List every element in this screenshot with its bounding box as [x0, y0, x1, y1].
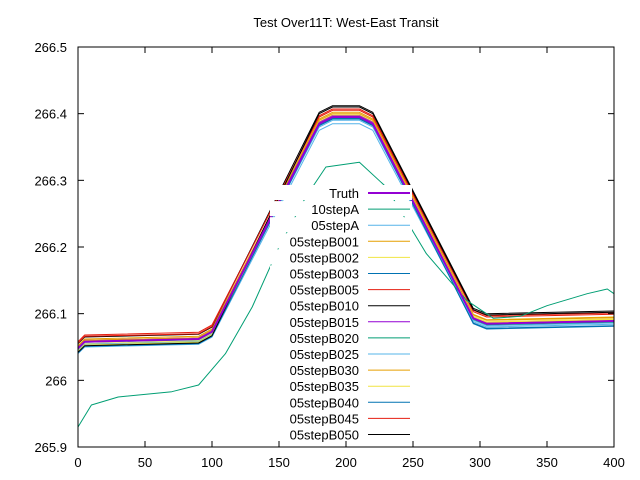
series-line-10stepa — [77, 161, 615, 428]
series-line-05stepb025 — [77, 119, 615, 352]
legend-background — [270, 410, 412, 426]
legend-background — [270, 265, 412, 281]
y-tick-label: 266.1 — [34, 307, 67, 322]
legend-label: 05stepA — [311, 218, 359, 233]
y-tick-label: 266.2 — [34, 240, 67, 255]
legend-background — [270, 281, 412, 297]
legend-label: 05stepB010 — [290, 299, 359, 314]
chart-title: Test Over11T: West-East Transit — [253, 15, 439, 30]
legend-background — [270, 426, 412, 442]
legend-label: 05stepB030 — [290, 363, 359, 378]
legend-background — [270, 329, 412, 345]
y-tick-label: 265.9 — [34, 440, 67, 455]
x-tick-label: 250 — [402, 455, 424, 470]
legend-label: 05stepB040 — [290, 395, 359, 410]
legend-label: 05stepB050 — [290, 428, 359, 443]
series-line-05stepb005 — [77, 109, 615, 343]
legend-background — [270, 249, 412, 265]
series-line-truth — [77, 116, 615, 350]
legend-background — [270, 217, 412, 233]
legend-background — [270, 201, 412, 217]
series-line-05stepa — [77, 123, 615, 355]
legend-label: 05stepB045 — [290, 411, 359, 426]
legend-background — [270, 297, 412, 313]
series-line-05stepb030 — [77, 111, 615, 348]
legend-label: 05stepB003 — [290, 267, 359, 282]
legend-background — [270, 313, 412, 329]
x-tick-label: 350 — [536, 455, 558, 470]
x-tick-label: 150 — [268, 455, 290, 470]
legend-label: 10stepA — [311, 202, 359, 217]
legend-background — [270, 378, 412, 394]
x-tick-label: 200 — [335, 455, 357, 470]
series-line-05stepb040 — [77, 117, 615, 354]
legend-label: 05stepB020 — [290, 331, 359, 346]
series-line-05stepb010 — [77, 105, 615, 345]
legend-label: 05stepB025 — [290, 347, 359, 362]
series-line-05stepb045 — [77, 108, 615, 344]
legend-background — [270, 346, 412, 361]
legend-background — [270, 233, 412, 249]
y-tick-label: 266.5 — [34, 40, 67, 55]
legend-label: 05stepB035 — [290, 379, 359, 394]
legend-label: Truth — [329, 186, 359, 201]
y-tick-label: 266 — [45, 373, 67, 388]
legend-background — [270, 362, 412, 378]
series-line-05stepb001 — [77, 113, 615, 347]
y-tick-label: 266.3 — [34, 173, 67, 188]
series-lines — [77, 105, 615, 428]
legend-background — [270, 394, 412, 410]
legend-label: 05stepB005 — [290, 283, 359, 298]
y-tick-label: 266.4 — [34, 107, 67, 122]
legend-label: 05stepB015 — [290, 315, 359, 330]
x-tick-label: 400 — [603, 455, 625, 470]
series-line-05stepb050 — [77, 106, 615, 353]
legend-background — [270, 185, 412, 200]
x-tick-label: 50 — [138, 455, 152, 470]
series-line-05stepb002 — [77, 114, 615, 351]
x-tick-label: 100 — [201, 455, 223, 470]
legend-label: 05stepB001 — [290, 234, 359, 249]
x-tick-label: 300 — [469, 455, 491, 470]
axes: 0 50 100 150 200 250 300 350 400 265.9 266 266.1 266… — [34, 40, 624, 470]
x-tick-label: 0 — [74, 455, 81, 470]
legend-label: 05stepB002 — [290, 250, 359, 265]
